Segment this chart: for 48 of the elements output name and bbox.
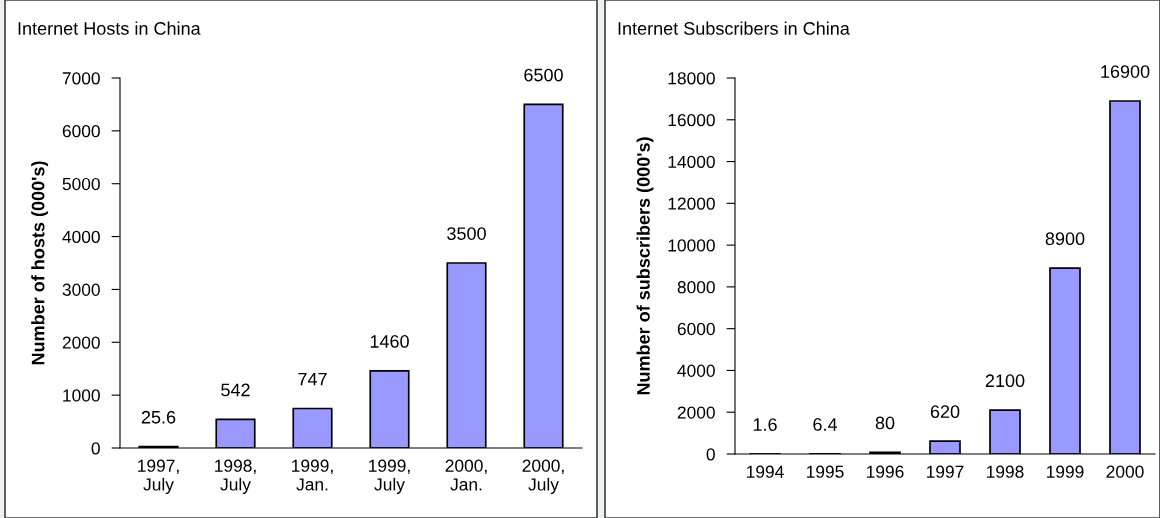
y-tick-label: 0 — [706, 448, 715, 461]
y-tick-label: 0 — [91, 442, 100, 455]
y-tick-label: 8000 — [677, 281, 715, 294]
x-tick-label: 1995 — [807, 465, 844, 478]
y-tick-label: 1000 — [63, 389, 100, 402]
data-label: 747 — [298, 372, 327, 386]
y-tick-label: 5000 — [62, 177, 100, 191]
x-tick-label: 1999, July — [369, 459, 410, 494]
y-axis-title: Number of hosts (000's) — [31, 161, 49, 365]
data-label: 1460 — [370, 335, 409, 348]
x-tick-label: 1997 — [927, 465, 964, 478]
y-axis-title: Number of subscribers (000's) — [636, 137, 654, 395]
data-label: 3500 — [447, 227, 486, 240]
y-tick-label: 18000 — [668, 72, 715, 85]
y-tick-label: 12000 — [668, 197, 715, 210]
y-tick-label: 2000 — [62, 336, 100, 349]
y-tick-label: 2000 — [677, 406, 715, 419]
data-label: 542 — [221, 383, 250, 397]
x-tick-label: 2000, July — [522, 459, 564, 494]
data-label: 6.4 — [813, 418, 838, 431]
x-tick-label: 1998 — [987, 465, 1024, 478]
x-tick-label: 1997, July — [138, 459, 179, 494]
chart-title: Internet Hosts in China — [18, 21, 201, 35]
y-tick-label: 6000 — [62, 125, 100, 138]
data-label: 6500 — [524, 68, 563, 82]
data-label: 80 — [875, 416, 895, 430]
y-tick-label: 14000 — [668, 155, 715, 169]
data-label: 8900 — [1045, 232, 1085, 246]
x-tick-label: 1996 — [867, 465, 904, 478]
x-tick-label: 1994 — [747, 465, 784, 478]
data-label: 25.6 — [141, 410, 176, 424]
y-tick-label: 4000 — [677, 364, 715, 377]
data-label: 16900 — [1101, 65, 1150, 78]
x-tick-label: 1999 — [1047, 465, 1084, 478]
y-tick-label: 16000 — [668, 113, 715, 127]
y-tick-label: 10000 — [668, 239, 715, 252]
y-tick-label: 7000 — [62, 72, 100, 85]
chart-title: Internet Subscribers in China — [618, 21, 850, 35]
data-label: 2100 — [985, 374, 1025, 388]
y-tick-label: 3000 — [62, 283, 100, 296]
y-tick-label: 4000 — [62, 230, 100, 244]
x-tick-label: 1998, July — [215, 459, 256, 494]
data-label: 1.6 — [753, 418, 777, 431]
x-tick-label: 2000, Jan. — [445, 459, 487, 491]
x-tick-label: 2000 — [1106, 465, 1144, 478]
y-tick-label: 6000 — [677, 322, 715, 336]
x-tick-label: 1999, Jan. — [292, 459, 333, 491]
data-label: 620 — [930, 405, 960, 419]
